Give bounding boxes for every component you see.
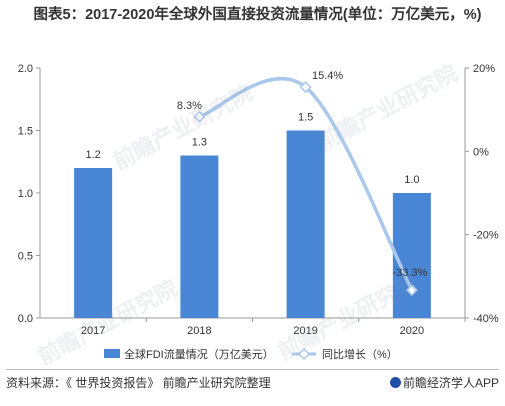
footer-divider — [6, 369, 499, 370]
x-tick-label: 2018 — [187, 325, 211, 337]
growth-data-label: 8.3% — [177, 100, 202, 112]
legend-label-line: 同比增长（%） — [322, 347, 398, 361]
y-tick-label-right: -20% — [473, 230, 499, 242]
growth-marker — [299, 81, 312, 94]
legend-label-bar: 全球FDI流量情况（万亿美元） — [124, 347, 274, 361]
y-tick-label-left: 0.5 — [18, 251, 33, 263]
legend-marker-line — [297, 347, 311, 361]
x-tick-label: 2017 — [81, 325, 105, 337]
bar — [392, 193, 431, 318]
growth-marker — [193, 110, 206, 123]
growth-marker — [405, 284, 418, 297]
bar — [180, 155, 219, 318]
source-text: 资料来源：《 世界投资报告》 前瞻产业研究院整理 — [6, 376, 271, 390]
y-tick-label-right: -40% — [473, 313, 499, 325]
growth-data-label: -33.3% — [392, 267, 427, 279]
bar — [74, 168, 113, 318]
bar — [286, 130, 325, 318]
bar-data-label: 1.5 — [298, 112, 313, 124]
y-tick-label-left: 2.0 — [18, 63, 33, 75]
growth-line — [197, 77, 414, 292]
bar-data-label: 1.0 — [404, 174, 419, 186]
brand-text: 前瞻经济学人APP — [402, 376, 499, 390]
x-tick-label: 2019 — [293, 325, 317, 337]
brand: 前瞻经济学人APP — [389, 374, 499, 391]
y-tick-label-left: 1.5 — [18, 126, 33, 138]
chart-title: 图表5：2017-2020年全球外国直接投资流量情况(单位：万亿美元，%) — [33, 7, 482, 23]
y-tick-label-left: 1.0 — [18, 188, 33, 200]
y-tick-label-right: 0% — [473, 146, 489, 158]
legend-swatch-bar — [104, 349, 120, 358]
y-tick-label-left: 0.0 — [18, 313, 33, 325]
growth-data-label: 15.4% — [312, 70, 343, 82]
bar-data-label: 1.2 — [85, 149, 100, 161]
bar-data-label: 1.3 — [192, 137, 207, 149]
x-tick-label: 2020 — [400, 325, 424, 337]
y-tick-label-right: 20% — [473, 63, 495, 75]
brand-logo-icon — [389, 377, 401, 388]
